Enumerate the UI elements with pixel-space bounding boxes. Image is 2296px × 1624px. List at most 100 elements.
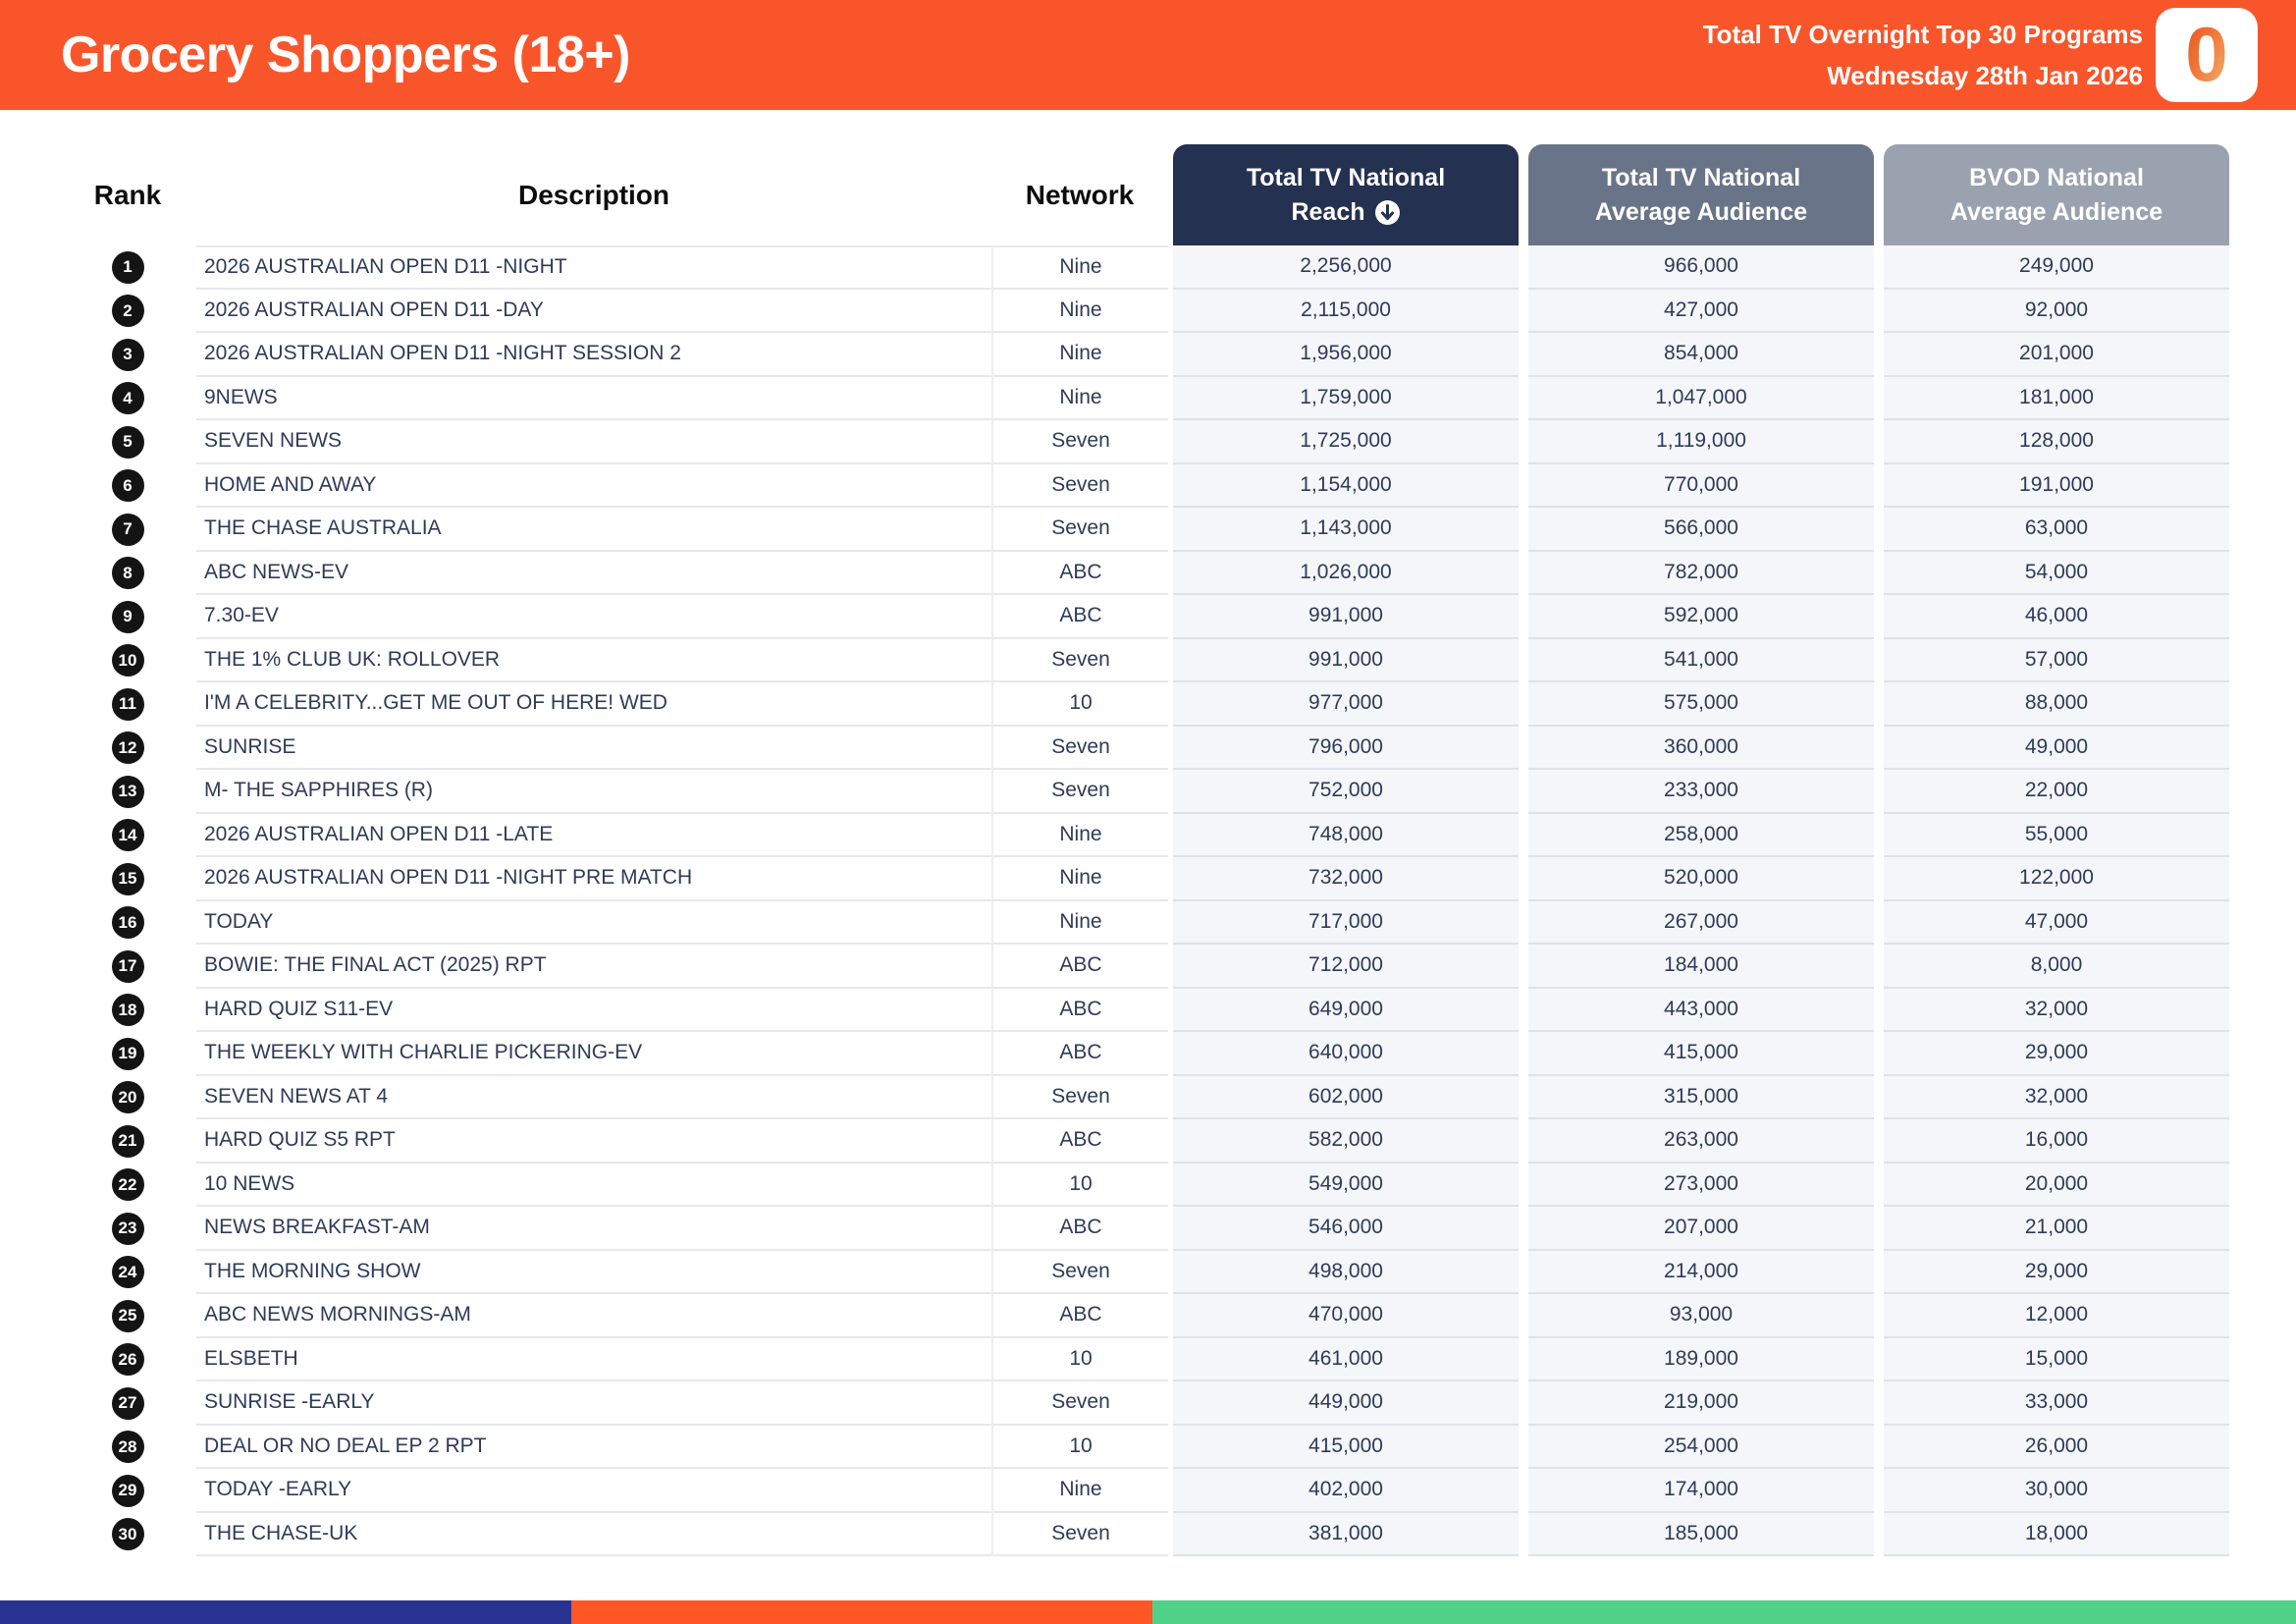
- bvod-audience-value: 46,000: [1884, 595, 2229, 639]
- avg-audience-value: 541,000: [1528, 638, 1874, 682]
- rank-badge: 21: [111, 1124, 144, 1158]
- table-row: 5 SEVEN NEWS Seven 1,725,000 1,119,000 1…: [59, 420, 2234, 464]
- avg-audience-value: 592,000: [1528, 595, 1874, 639]
- table-row: 16 TODAY Nine 717,000 267,000 47,000: [59, 900, 2234, 945]
- avg-audience-value: 575,000: [1528, 682, 1874, 727]
- program-network: Seven: [991, 726, 1168, 770]
- program-description: THE CHASE AUSTRALIA: [196, 508, 991, 552]
- program-network: 10: [991, 1425, 1168, 1469]
- rank-badge: 22: [111, 1168, 144, 1202]
- table-row: 11 I'M A CELEBRITY...GET ME OUT OF HERE!…: [59, 682, 2234, 727]
- footer-color-bar: [0, 1600, 2296, 1624]
- reach-value: 1,725,000: [1173, 420, 1519, 464]
- table-row: 8 ABC NEWS-EV ABC 1,026,000 782,000 54,0…: [59, 551, 2234, 595]
- table-row: 27 SUNRISE -EARLY Seven 449,000 219,000 …: [59, 1381, 2234, 1426]
- program-network: ABC: [991, 595, 1168, 639]
- bvod-audience-value: 63,000: [1884, 508, 2229, 552]
- program-description: I'M A CELEBRITY...GET ME OUT OF HERE! WE…: [196, 682, 991, 727]
- sort-descending-icon[interactable]: [1374, 199, 1401, 226]
- column-header-bvod-avg-audience[interactable]: BVOD National Average Audience: [1884, 144, 2229, 245]
- program-network: Seven: [991, 508, 1168, 552]
- rank-badge: 15: [111, 862, 144, 895]
- reach-value: 602,000: [1173, 1075, 1519, 1119]
- program-network: Nine: [991, 333, 1168, 377]
- column-header-total-tv-avg-audience[interactable]: Total TV National Average Audience: [1528, 144, 1874, 245]
- program-description: DEAL OR NO DEAL EP 2 RPT: [196, 1426, 991, 1469]
- rank-badge: 27: [111, 1386, 144, 1420]
- program-description: TODAY -EARLY: [196, 1469, 991, 1513]
- rank-badge: 20: [111, 1081, 144, 1114]
- avg-audience-value: 267,000: [1528, 900, 1874, 945]
- rank-badge: 11: [111, 687, 144, 721]
- program-network: Seven: [991, 420, 1168, 464]
- rank-badge: 7: [111, 513, 144, 546]
- program-description: 7.30-EV: [196, 595, 991, 639]
- table-row: 3 2026 AUSTRALIAN OPEN D11 -NIGHT SESSIO…: [59, 333, 2234, 377]
- table-row: 19 THE WEEKLY WITH CHARLIE PICKERING-EV …: [59, 1032, 2234, 1076]
- program-description: M- THE SAPPHIRES (R): [196, 770, 991, 814]
- reach-value: 402,000: [1173, 1469, 1519, 1513]
- avg-audience-value: 185,000: [1528, 1512, 1874, 1556]
- program-description: THE 1% CLUB UK: ROLLOVER: [196, 639, 991, 682]
- rank-badge: 18: [111, 994, 144, 1027]
- program-network: ABC: [991, 988, 1168, 1032]
- bvod-audience-value: 57,000: [1884, 638, 2229, 682]
- table-row: 4 9NEWS Nine 1,759,000 1,047,000 181,000: [59, 376, 2234, 420]
- bvod-audience-value: 15,000: [1884, 1337, 2229, 1381]
- program-network: Nine: [991, 245, 1168, 290]
- avg-audience-value: 782,000: [1528, 551, 1874, 595]
- rank-badge: 4: [111, 382, 144, 415]
- program-network: Seven: [991, 1512, 1168, 1556]
- rank-badge: 23: [111, 1212, 144, 1245]
- program-description: SUNRISE -EARLY: [196, 1381, 991, 1426]
- reach-value: 1,026,000: [1173, 551, 1519, 595]
- table-row: 2 2026 AUSTRALIAN OPEN D11 -DAY Nine 2,1…: [59, 289, 2234, 333]
- program-network: ABC: [991, 1032, 1168, 1076]
- program-network: ABC: [991, 1207, 1168, 1251]
- program-network: Seven: [991, 1250, 1168, 1294]
- reach-value: 991,000: [1173, 638, 1519, 682]
- program-description: THE MORNING SHOW: [196, 1251, 991, 1294]
- programs-table: Rank Description Network Total TV Nation…: [59, 110, 2234, 1556]
- reach-value: 1,956,000: [1173, 333, 1519, 377]
- program-network: ABC: [991, 1119, 1168, 1164]
- program-network: Nine: [991, 857, 1168, 901]
- program-network: 10: [991, 682, 1168, 727]
- reach-value: 717,000: [1173, 900, 1519, 945]
- rank-badge: 24: [111, 1256, 144, 1289]
- rank-badge: 2: [111, 295, 144, 328]
- column-header-description: Description: [517, 179, 670, 210]
- reach-value: 2,115,000: [1173, 289, 1519, 333]
- page-title: Grocery Shoppers (18+): [61, 27, 631, 83]
- avg-audience-value: 315,000: [1528, 1075, 1874, 1119]
- bvod-audience-value: 29,000: [1884, 1250, 2229, 1294]
- avg-audience-value: 184,000: [1528, 945, 1874, 989]
- program-network: 10: [991, 1337, 1168, 1381]
- oztam-logo-zero-icon: 0: [2185, 14, 2227, 96]
- avg-audience-value: 415,000: [1528, 1032, 1874, 1076]
- table-row: 13 M- THE SAPPHIRES (R) Seven 752,000 23…: [59, 770, 2234, 814]
- program-network: Seven: [991, 1381, 1168, 1426]
- rank-badge: 6: [111, 469, 144, 503]
- program-description: SUNRISE: [196, 727, 991, 770]
- rank-badge: 19: [111, 1037, 144, 1070]
- bvod-audience-value: 18,000: [1884, 1512, 2229, 1556]
- program-description: 2026 AUSTRALIAN OPEN D11 -NIGHT: [196, 245, 991, 290]
- table-row: 30 THE CHASE-UK Seven 381,000 185,000 18…: [59, 1512, 2234, 1556]
- reach-value: 2,256,000: [1173, 245, 1519, 290]
- reach-value: 381,000: [1173, 1512, 1519, 1556]
- table-row: 22 10 NEWS 10 549,000 273,000 20,000: [59, 1163, 2234, 1207]
- avg-audience-value: 966,000: [1528, 245, 1874, 290]
- reach-value: 549,000: [1173, 1163, 1519, 1207]
- column-header-total-tv-reach[interactable]: Total TV National Reach: [1173, 144, 1519, 245]
- svg-text:0: 0: [2185, 14, 2227, 96]
- bvod-audience-value: 191,000: [1884, 463, 2229, 508]
- bvod-audience-value: 21,000: [1884, 1207, 2229, 1251]
- program-description: THE CHASE-UK: [196, 1513, 991, 1556]
- program-description: ABC NEWS MORNINGS-AM: [196, 1294, 991, 1338]
- avg-audience-value: 1,047,000: [1528, 376, 1874, 420]
- rank-badge: 3: [111, 338, 144, 371]
- table-row: 26 ELSBETH 10 461,000 189,000 15,000: [59, 1337, 2234, 1381]
- rank-badge: 9: [111, 600, 144, 633]
- avg-audience-value: 566,000: [1528, 508, 1874, 552]
